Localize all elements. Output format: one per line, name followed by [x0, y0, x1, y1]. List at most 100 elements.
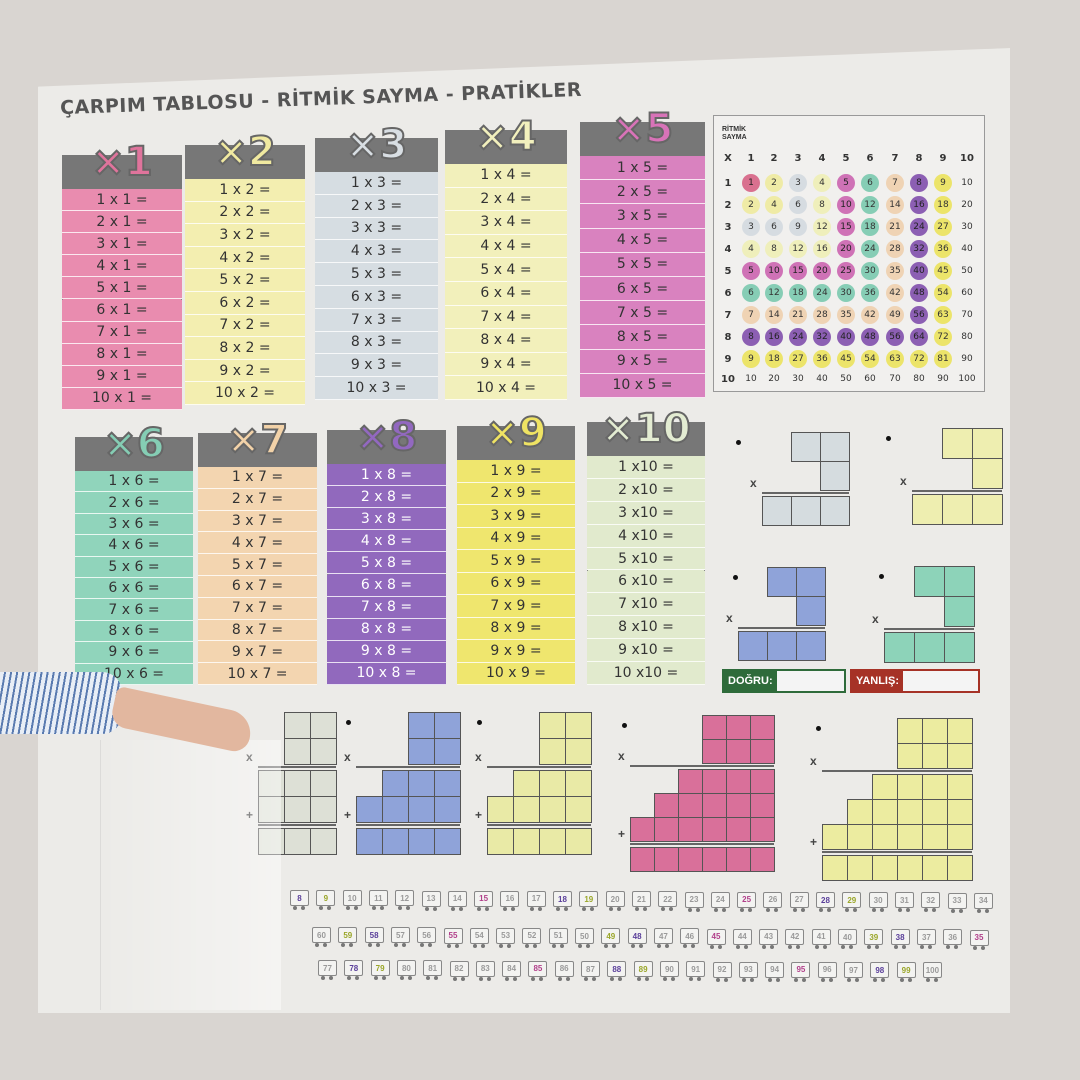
grid-value: 40 [961, 244, 973, 254]
train-car: 58 [364, 927, 384, 948]
grid-value: 63 [886, 350, 904, 368]
block-cell [922, 774, 948, 800]
block-cell [654, 847, 679, 872]
train-car: 33 [947, 892, 967, 913]
block-cell [922, 855, 948, 881]
block-cell [513, 796, 540, 823]
grid-value: 7 [886, 174, 904, 192]
grid-value: 70 [889, 374, 901, 384]
table-row: 3 x 8 = [327, 508, 446, 531]
row-header: 10 [721, 373, 735, 385]
train-car: 25 [737, 891, 757, 912]
block-cell [796, 631, 826, 661]
table-header: ×7 [198, 416, 317, 467]
poster-fold [100, 740, 281, 1010]
wrong-input[interactable] [903, 671, 978, 691]
table-row: 8 x10 = [587, 616, 705, 640]
block-cell [702, 817, 727, 842]
block-cell [310, 796, 337, 823]
table-row: 2 x 7 = [198, 488, 317, 511]
block-cell [820, 496, 850, 526]
table-row: 7 x 8 = [327, 596, 446, 619]
table-row: 5 x 1 = [62, 277, 182, 300]
table-row: 6 x 3 = [315, 286, 438, 309]
table-row: 1 x 1 = [62, 189, 182, 212]
block-cell [630, 847, 655, 872]
train-car: 22 [658, 891, 678, 912]
train-car: 60 [312, 927, 331, 947]
train-car: 9 [316, 890, 336, 911]
table-row: 8 x 2 = [185, 337, 305, 360]
table-row: 6 x10 = [587, 570, 705, 594]
table-row: 6 x 8 = [327, 574, 446, 597]
block-cell [258, 796, 285, 823]
grid-value: 10 [837, 196, 855, 214]
train-car: 18 [553, 891, 572, 911]
train-car: 34 [973, 892, 993, 913]
table-row: 8 x 9 = [457, 617, 575, 640]
operator-symbol: x [618, 749, 625, 763]
column-header: 7 [891, 152, 899, 164]
grid-value: 4 [813, 174, 831, 192]
block-cell [284, 828, 311, 855]
grid-value: 16 [765, 328, 783, 346]
divider-line [822, 770, 972, 772]
train-car: 55 [443, 927, 463, 948]
block-cell [796, 596, 826, 626]
grid-value: 48 [910, 284, 928, 302]
times-table-5: ×5 1 x 5 = 2 x 5 = 3 x 5 = 4 x 5 = 5 x 5 = 6 x… [580, 105, 705, 398]
table-row: 1 x10 = [587, 456, 705, 479]
times-table-2: ×2 1 x 2 = 2 x 2 = 3 x 2 = 4 x 2 = 5 x 2 = 6 x… [185, 128, 305, 405]
block-cell [539, 770, 566, 797]
row-header: 5 [724, 265, 732, 277]
train-car: 48 [627, 928, 647, 949]
block-cell [872, 799, 898, 825]
column-header: 3 [794, 152, 802, 164]
block-cell [922, 799, 948, 825]
train-car: 83 [475, 960, 495, 981]
correct-input[interactable] [776, 671, 844, 691]
train-car: 100 [922, 962, 942, 983]
grid-value: 21 [886, 218, 904, 236]
operator-symbol: x [246, 750, 253, 764]
grid-value: 12 [861, 196, 879, 214]
block-cell [434, 712, 461, 739]
grid-value: 9 [742, 350, 760, 368]
block-cell [678, 793, 703, 818]
table-row: 3 x 5 = [580, 204, 705, 229]
table-title: ×4 [474, 113, 537, 161]
block-cell [408, 738, 435, 765]
grid-value: 35 [886, 262, 904, 280]
train-car: 17 [526, 890, 546, 911]
train-car: 96 [817, 961, 837, 982]
block-cell [513, 828, 540, 855]
block-cell [513, 770, 540, 797]
grid-value: 42 [861, 306, 879, 324]
block-cell [382, 796, 409, 823]
grid-value: 80 [913, 374, 925, 384]
block-cell [912, 494, 943, 525]
divider-line [258, 824, 336, 826]
bullet [733, 575, 738, 580]
table-header: ×6 [75, 420, 193, 471]
times-table-6: ×6 1 x 6 = 2 x 6 = 3 x 6 = 4 x 6 = 5 x 6 = 6 x… [75, 420, 193, 685]
grid-value: 18 [789, 284, 807, 302]
table-row: 5 x10 = [587, 547, 705, 571]
train-car: 94 [765, 961, 785, 982]
table-row: 7 x 1 = [62, 321, 182, 344]
train-car: 80 [396, 960, 416, 981]
block-cell [791, 432, 821, 462]
grid-value: 27 [934, 218, 952, 236]
grid-value: 28 [886, 240, 904, 258]
grid-value: 30 [837, 284, 855, 302]
grid-value: 8 [910, 174, 928, 192]
block-cell [750, 715, 775, 740]
grid-value: 6 [789, 196, 807, 214]
table-row: 9 x10 = [587, 639, 705, 663]
block-cell [434, 738, 461, 765]
table-row: 8 x 3 = [315, 331, 438, 355]
table-row: 5 x 3 = [315, 263, 438, 286]
block-cell [922, 718, 948, 744]
grid-value: 40 [910, 262, 928, 280]
table-title: ×8 [355, 413, 418, 461]
